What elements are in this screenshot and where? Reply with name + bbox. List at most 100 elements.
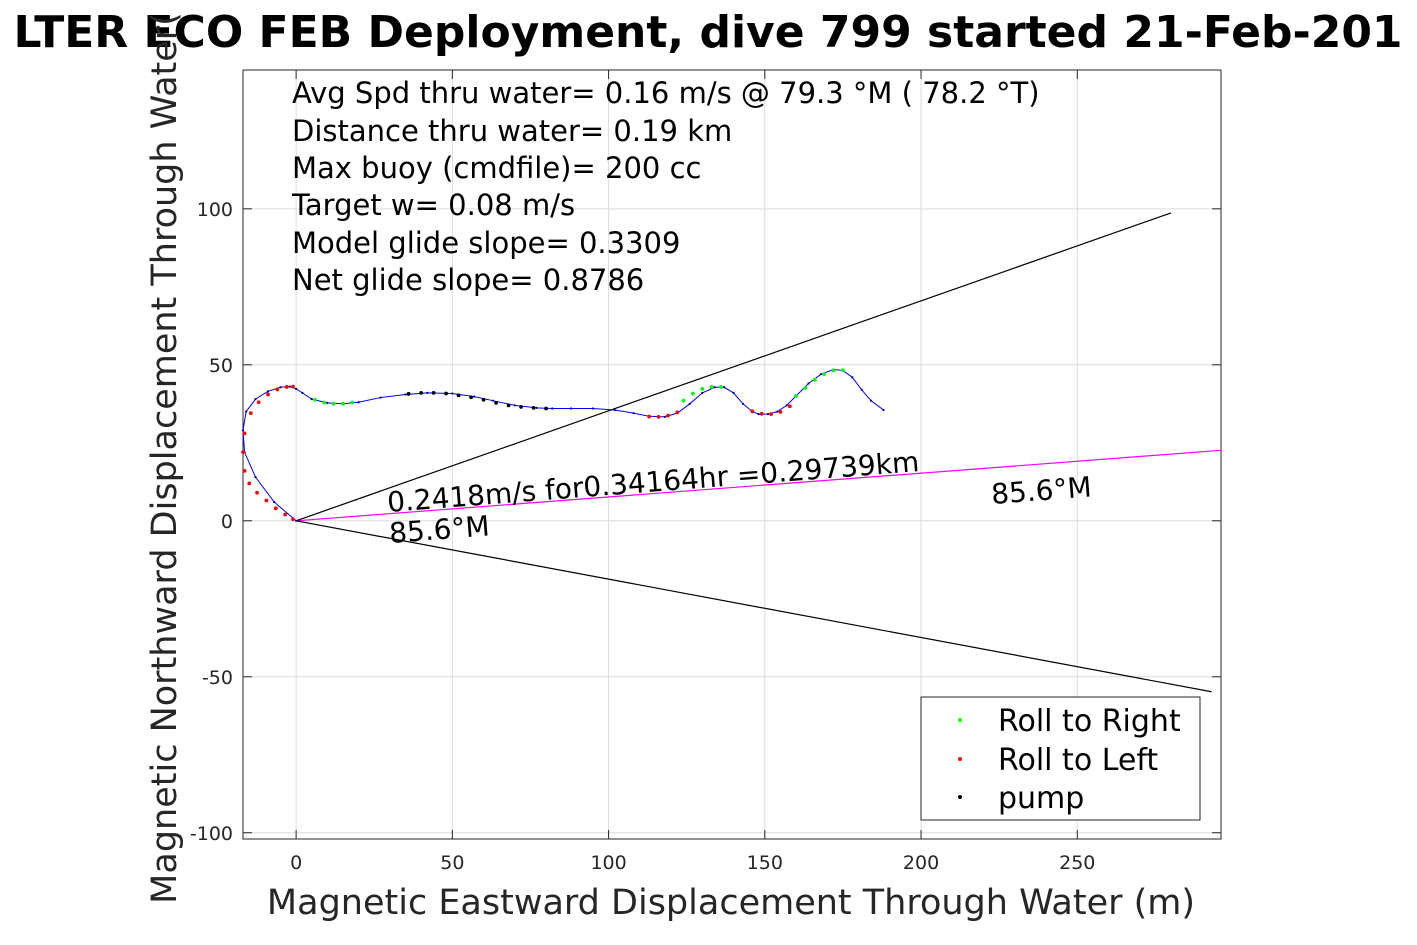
track-sample-point	[426, 391, 429, 394]
y-tick-label: -100	[190, 823, 233, 845]
x-tick-label: 100	[590, 852, 626, 874]
roll-to-left-point	[647, 414, 652, 419]
roll-to-right-point	[681, 398, 686, 403]
lower-envelope-line	[296, 520, 1212, 693]
track-sample-point	[869, 399, 873, 402]
roll-to-right-point	[700, 386, 705, 391]
legend-label-roll-right: Roll to Right	[998, 704, 1181, 739]
heading-label-far: 85.6°M	[990, 470, 1093, 511]
current-direction-line	[296, 449, 1222, 522]
roll-to-left-point	[787, 404, 792, 409]
track-sample-point	[807, 382, 810, 385]
roll-to-right-point	[803, 385, 808, 390]
pump-point	[544, 406, 548, 411]
track-sample-point	[273, 500, 276, 504]
y-tick-label: 0	[221, 511, 233, 533]
roll-to-right-point	[794, 394, 798, 398]
x-axis-label: Magnetic Eastward Displacement Through W…	[267, 883, 1195, 923]
track-sample-point	[254, 476, 257, 479]
pump-point	[456, 393, 461, 398]
roll-to-right-point	[341, 401, 345, 406]
y-tick-label: 100	[197, 199, 233, 221]
roll-to-left-point	[264, 498, 269, 503]
track-sample-point	[819, 373, 823, 376]
x-tick-label: 200	[903, 852, 939, 874]
track-sample-point	[713, 386, 716, 389]
pump-point	[506, 403, 511, 408]
legend-box	[920, 696, 1201, 821]
stats-block: Avg Spd thru water= 0.16 m/s @ 79.3 °M (…	[291, 76, 1040, 297]
y-axis-label: Magnetic Northward Displacement Through …	[145, 12, 185, 904]
track-sample-point	[295, 387, 298, 390]
pump-point	[519, 405, 523, 409]
roll-to-left-point	[248, 411, 253, 416]
stat-distance: Distance thru water= 0.19 km	[292, 114, 732, 148]
upper-envelope-line	[295, 212, 1172, 522]
stat-max-buoy: Max buoy (cmdfile)= 200 cc	[292, 151, 701, 185]
track-sample-point	[741, 402, 745, 405]
track-sample-point	[701, 391, 704, 394]
track-sample-point	[688, 402, 691, 405]
roll-to-left-point	[273, 506, 278, 511]
track-sample-point	[266, 390, 270, 393]
roll-to-right-point	[331, 401, 336, 406]
y-tick-label: -50	[202, 667, 233, 689]
legend-marker-pump	[958, 795, 962, 799]
x-tick-label: 150	[747, 852, 783, 874]
roll-to-right-point	[841, 368, 845, 373]
track-sample-point	[785, 404, 788, 407]
track-sample-point	[326, 401, 329, 404]
x-tick-label: 50	[440, 852, 464, 874]
roll-to-left-point	[256, 400, 261, 405]
roll-to-left-point	[275, 387, 280, 392]
roll-to-right-point	[831, 368, 836, 373]
roll-to-left-point	[247, 481, 252, 486]
roll-to-left-point	[242, 468, 247, 473]
stat-avg-speed: Avg Spd thru water= 0.16 m/s @ 79.3 °M (…	[292, 76, 1040, 110]
roll-to-left-point	[283, 512, 288, 517]
track-sample-point	[535, 406, 538, 409]
pump-point	[406, 391, 411, 396]
roll-to-left-point	[666, 413, 670, 418]
track-sample-point	[882, 408, 885, 412]
roll-to-right-point	[812, 377, 817, 382]
track-sample-point	[491, 399, 495, 402]
track-sample-point	[591, 407, 595, 410]
track-sample-point	[766, 413, 770, 416]
roll-to-left-point	[759, 411, 764, 416]
track-sample-point	[663, 415, 666, 419]
chart-title: LTER ECO FEB Deployment, dive 799 starte…	[13, 7, 1402, 58]
roll-to-left-point	[241, 450, 245, 455]
roll-to-right-point	[709, 385, 714, 389]
stat-net-glide-slope: Net glide slope= 0.8786	[292, 263, 644, 297]
legend: Roll to Right Roll to Left pump	[920, 696, 1201, 821]
track-sample-point	[473, 395, 476, 398]
pump-point	[444, 391, 448, 396]
roll-to-left-point	[255, 490, 259, 495]
track-sample-point	[288, 385, 291, 388]
stat-model-glide-slope: Model glide slope= 0.3309	[292, 226, 680, 260]
roll-to-left-point	[778, 410, 783, 414]
roll-to-left-point	[291, 517, 295, 522]
roll-to-left-point	[291, 384, 295, 389]
track-sample-point	[451, 392, 454, 395]
roll-to-right-point	[350, 400, 355, 405]
track-sample-point	[513, 404, 516, 407]
track-sample-point	[632, 412, 635, 415]
roll-to-left-point	[266, 392, 270, 397]
legend-label-pump: pump	[998, 781, 1084, 816]
track-sample-point	[851, 376, 854, 379]
track-sample-point	[254, 398, 257, 401]
stat-target-w: Target w= 0.08 m/s	[291, 188, 575, 222]
roll-to-left-point	[750, 409, 755, 414]
roll-to-right-point	[691, 391, 695, 396]
roll-to-left-point	[284, 385, 289, 389]
roll-to-right-point	[312, 397, 317, 402]
track-sample-point	[301, 391, 304, 394]
track-sample-point	[241, 429, 245, 432]
grid	[243, 70, 1221, 839]
pump-point	[531, 405, 536, 410]
track-sample-point	[613, 408, 616, 412]
track-sample-point	[310, 398, 313, 401]
